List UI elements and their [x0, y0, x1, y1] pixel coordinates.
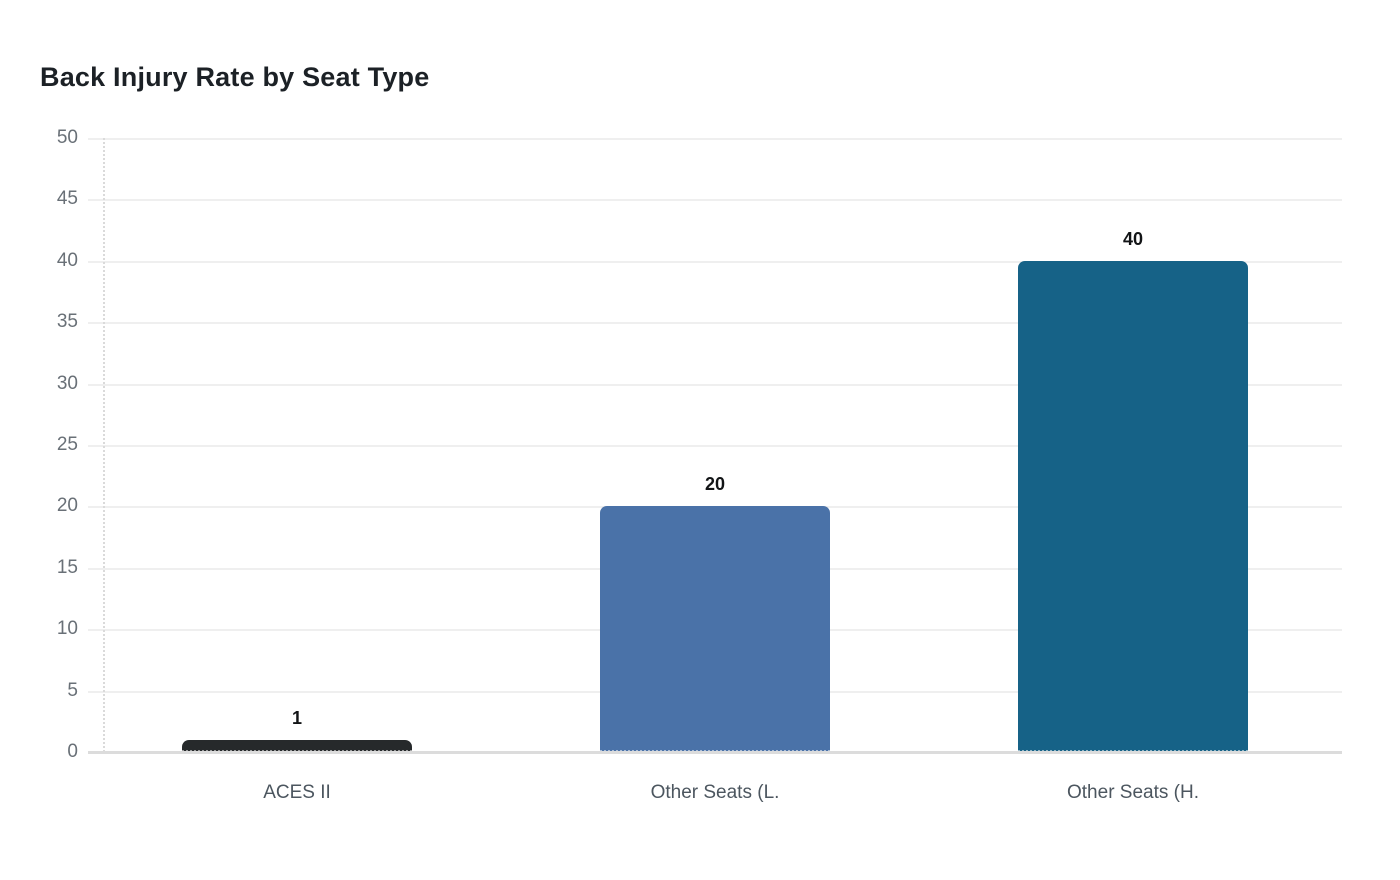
bar-ACES II: [182, 739, 412, 752]
gridline: [88, 138, 1342, 140]
bar-slot: 1: [88, 138, 506, 752]
x-axis-labels: ACES II Other Seats (L. Other Seats (H.: [88, 782, 1342, 804]
y-tick-label: 15: [56, 556, 78, 578]
y-axis-line: [103, 138, 105, 752]
y-tick-label: 30: [56, 372, 78, 394]
y-tick-label: 20: [56, 495, 78, 517]
x-category-label: Other Seats (H.: [1067, 782, 1199, 803]
y-tick-label: 25: [56, 434, 78, 455]
y-tick-label: 5: [67, 679, 78, 701]
bar-value-label: 1: [291, 707, 302, 728]
x-category-label: Other Seats (L.: [650, 782, 780, 803]
y-tick-label: 45: [56, 188, 78, 210]
bar-Other Seats (H.: [1018, 260, 1248, 752]
chart-title: Back Injury Rate by Seat Type: [40, 62, 430, 92]
bar-slots: 1 20 40: [88, 138, 1342, 752]
y-tick-label: 0: [67, 741, 78, 762]
y-tick-label: 50: [56, 127, 78, 148]
gridline: [88, 322, 1342, 325]
gridline: [88, 383, 1342, 386]
bar-slot: 20: [506, 138, 924, 752]
bar-slot: 40: [924, 138, 1342, 752]
x-axis-baseline: [88, 751, 1342, 754]
y-tick-label: 40: [56, 249, 78, 271]
gridline: [88, 199, 1342, 202]
gridline: [88, 445, 1342, 447]
bar-Other Seats (L.: [600, 506, 830, 752]
x-category-label: ACES II: [263, 782, 331, 803]
bar-value-label: 40: [1122, 228, 1144, 249]
gridline: [88, 260, 1342, 263]
y-tick-label: 10: [56, 618, 78, 640]
bar-value-label: 20: [704, 474, 726, 495]
plot-area: 1 20 40: [88, 138, 1342, 754]
y-tick-label: 35: [56, 311, 78, 333]
